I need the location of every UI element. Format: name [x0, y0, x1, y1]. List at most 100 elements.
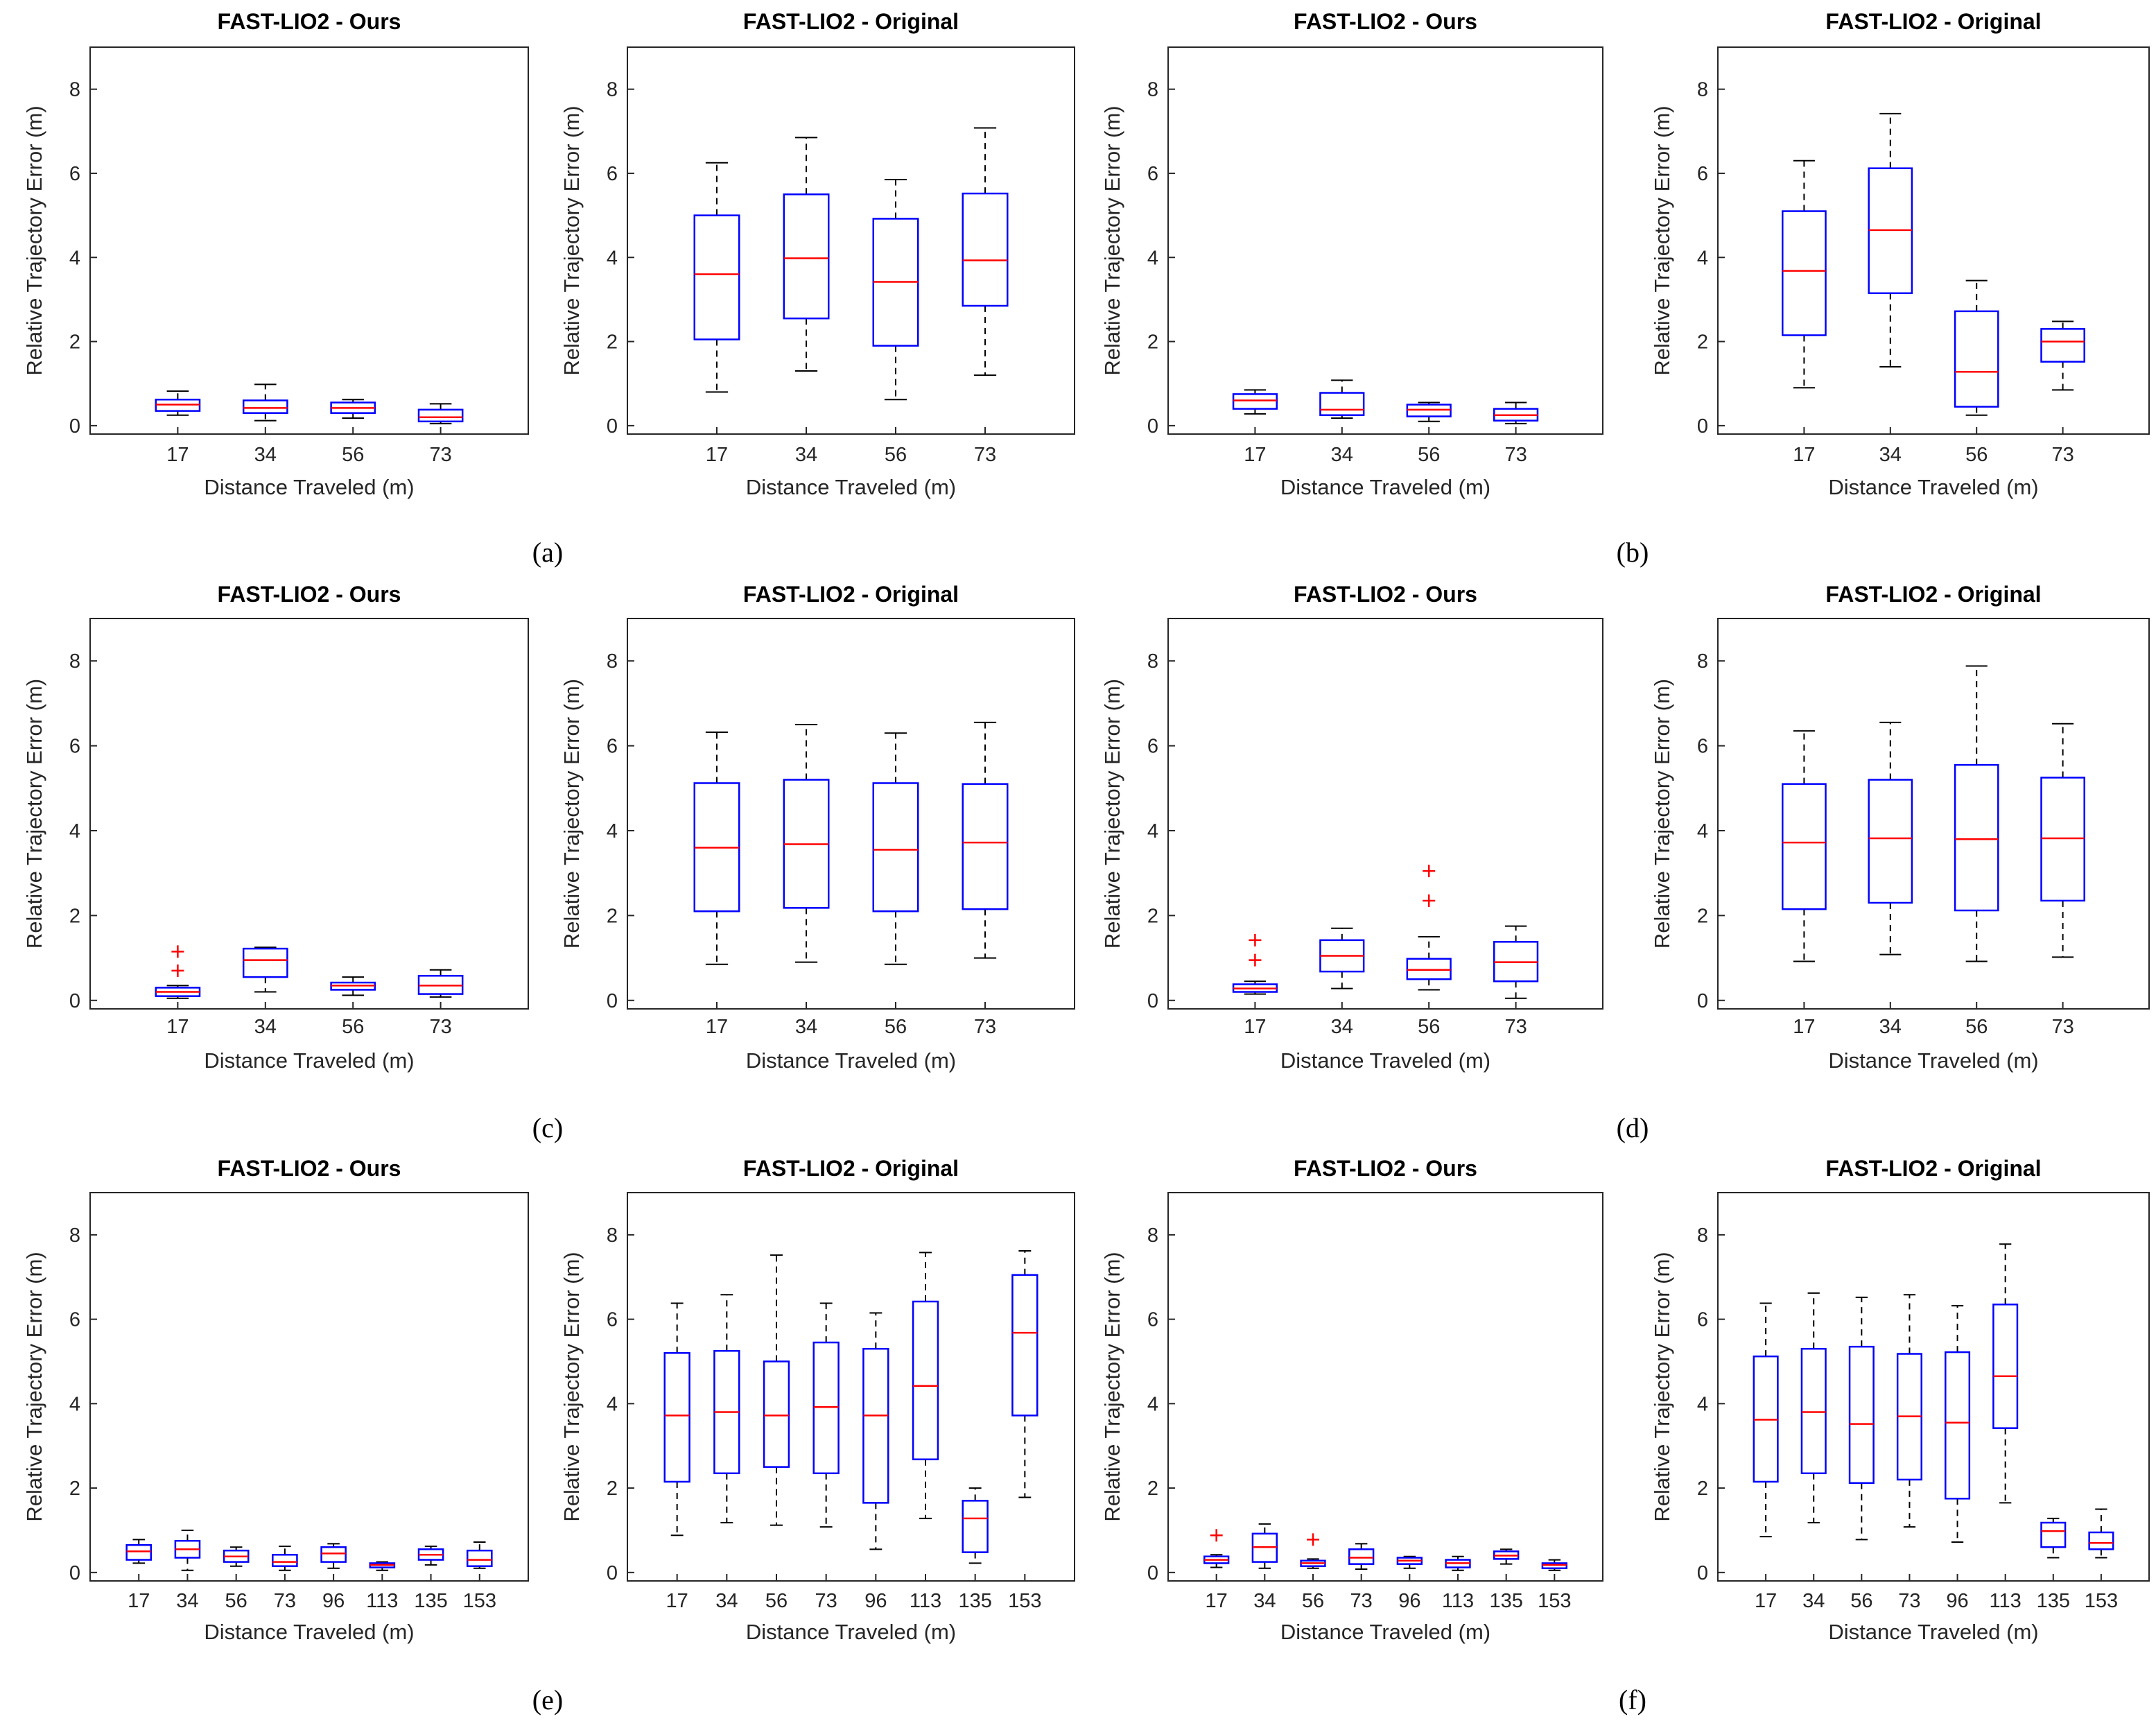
x-tick-label: 56: [1418, 1016, 1440, 1038]
box-153: [1541, 1559, 1568, 1571]
outlier-marker: [1249, 933, 1262, 946]
x-tick-label: 135: [958, 1590, 991, 1612]
subplot-8: 0 2 4 6 8 17 34 56 73 FAST-LIO2 - Original Distanc…: [1650, 582, 2150, 1073]
box-17: [1203, 1529, 1230, 1568]
box-56: [1954, 279, 1999, 416]
box-56: [330, 976, 376, 996]
plot-frame: [89, 46, 529, 435]
box-73: [2040, 320, 2085, 391]
x-tick-label: 34: [176, 1590, 198, 1612]
x-tick-label: 153: [1538, 1590, 1571, 1612]
box-135: [417, 1546, 444, 1566]
iqr-box: [272, 1554, 298, 1567]
x-tick-label: 153: [463, 1590, 496, 1612]
iqr-box: [912, 1300, 939, 1460]
x-tick-label: 56: [1418, 444, 1440, 466]
y-tick-label: 4: [1697, 820, 1708, 842]
x-tick-label: 73: [974, 1016, 996, 1038]
box-56: [223, 1546, 250, 1567]
iqr-box: [1782, 210, 1827, 336]
box-113: [912, 1252, 939, 1519]
y-tick-label: 0: [69, 1562, 80, 1584]
x-tick-label: 96: [864, 1590, 887, 1612]
x-tick-label: 17: [1244, 1016, 1266, 1038]
plot-frame: [1167, 1192, 1603, 1582]
box-17: [693, 732, 740, 965]
box-56: [1300, 1533, 1326, 1569]
plot-title: FAST-LIO2 - Original: [1825, 9, 2041, 34]
plot-title: FAST-LIO2 - Original: [1825, 582, 2041, 607]
box-56: [1406, 401, 1452, 422]
iqr-box: [1319, 392, 1365, 416]
y-tick-label: 6: [1147, 1309, 1158, 1331]
y-axis-label: Relative Trajectory Error (m): [1650, 105, 1674, 375]
box-96: [320, 1543, 347, 1569]
iqr-box: [1954, 310, 1999, 408]
box-73: [812, 1302, 840, 1528]
box-73: [417, 969, 464, 998]
iqr-box: [2040, 328, 2085, 363]
iqr-box: [1800, 1347, 1827, 1475]
x-axis-label: Distance Traveled (m): [1828, 1620, 2038, 1644]
x-tick-label: 73: [1504, 444, 1527, 466]
box-34: [783, 723, 830, 963]
box-96: [862, 1312, 889, 1550]
y-tick-label: 8: [1147, 1225, 1158, 1247]
y-tick-label: 4: [1697, 1393, 1708, 1415]
box-73: [1493, 925, 1539, 999]
y-tick-label: 0: [607, 1562, 618, 1584]
y-tick-label: 0: [69, 990, 80, 1012]
iqr-box: [320, 1546, 347, 1563]
box-34: [1868, 112, 1913, 367]
x-axis-label: Distance Traveled (m): [746, 1048, 956, 1073]
y-axis-label: Relative Trajectory Error (m): [1100, 679, 1124, 949]
x-tick-label: 17: [166, 1016, 189, 1038]
box-73: [272, 1546, 298, 1571]
x-tick-label: 73: [2051, 444, 2074, 466]
iqr-box: [962, 783, 1009, 910]
box-96: [1396, 1555, 1423, 1569]
y-tick-label: 2: [69, 1478, 80, 1500]
y-tick-label: 0: [69, 415, 80, 438]
y-tick-label: 0: [1697, 415, 1708, 438]
y-tick-label: 0: [607, 990, 618, 1012]
box-56: [330, 399, 376, 419]
x-tick-label: 56: [342, 1016, 364, 1038]
subplot-6: 0 2 4 6 8 17 34 56 73 FAST-LIO2 - Original Distanc…: [559, 582, 1075, 1073]
y-tick-label: 6: [607, 736, 618, 758]
y-tick-label: 4: [1147, 1393, 1158, 1415]
iqr-box: [1782, 783, 1827, 910]
caption-d: (d): [1617, 1112, 1649, 1143]
y-tick-label: 4: [607, 820, 618, 842]
outlier-marker: [1249, 953, 1262, 967]
iqr-box: [417, 408, 464, 423]
box-73: [962, 127, 1009, 377]
x-tick-label: 113: [1442, 1590, 1474, 1612]
x-tick-label: 34: [715, 1590, 738, 1612]
box-17: [1782, 730, 1827, 962]
box-17: [663, 1302, 690, 1537]
x-tick-label: 17: [1206, 1590, 1228, 1612]
caption-f: (f): [1619, 1684, 1646, 1715]
plot-frame: [89, 1192, 529, 1582]
x-axis-label: Distance Traveled (m): [746, 1620, 956, 1644]
y-tick-label: 2: [607, 1478, 618, 1500]
box-96: [1945, 1305, 1971, 1543]
iqr-box: [1348, 1548, 1375, 1565]
x-tick-label: 17: [128, 1590, 150, 1612]
x-axis-label: Distance Traveled (m): [204, 1048, 414, 1073]
box-17: [1753, 1302, 1779, 1538]
box-17: [125, 1539, 153, 1564]
x-tick-label: 73: [274, 1590, 296, 1612]
x-axis-label: Distance Traveled (m): [204, 1620, 414, 1644]
y-tick-label: 8: [1697, 79, 1708, 101]
plot-frame: [627, 618, 1075, 1010]
x-tick-label: 73: [429, 444, 451, 466]
y-tick-label: 8: [607, 1225, 618, 1247]
iqr-box: [1945, 1351, 1971, 1500]
outlier-marker: [1423, 865, 1436, 878]
y-tick-label: 4: [69, 1393, 80, 1415]
y-axis-label: Relative Trajectory Error (m): [1650, 679, 1674, 949]
y-tick-label: 4: [607, 247, 618, 269]
x-tick-label: 153: [1008, 1590, 1041, 1612]
